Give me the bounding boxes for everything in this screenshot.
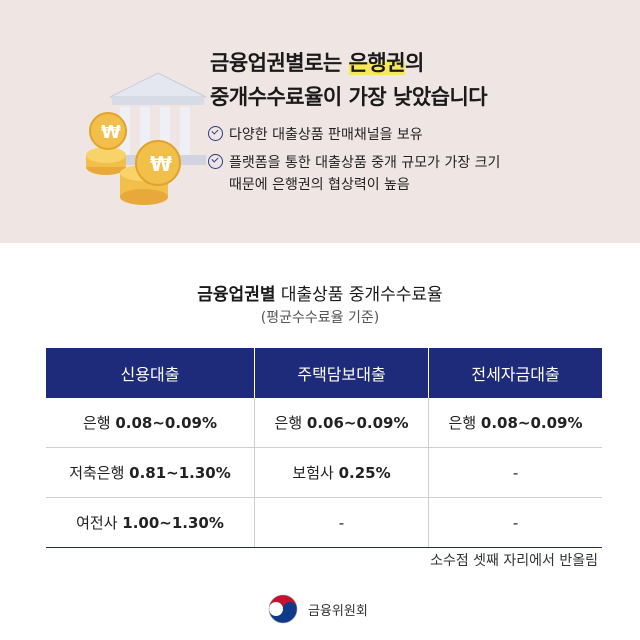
bullet-text: 다양한 대출상품 판매채널을 보유 [229,127,423,143]
table-header-row: 신용대출 주택담보대출 전세자금대출 [46,348,602,398]
fee-rate-table: 신용대출 주택담보대출 전세자금대출 은행 0.08~0.09% 은행 0.06… [46,348,602,548]
bullet-text-continued: 때문에 은행권의 협상력이 높음 [229,177,410,193]
table-row: 여전사 1.00~1.30% - - [46,497,602,548]
check-circle-icon [208,154,223,169]
bullet-text: 플랫폼을 통한 대출상품 중개 규모가 가장 크기 [229,155,501,171]
column-header: 전세자금대출 [428,348,602,398]
table-row: 은행 0.08~0.09% 은행 0.06~0.09% 은행 0.08~0.09… [46,398,602,448]
taegeuk-logo-icon [268,594,298,624]
headline-highlight: 은행권 [348,51,406,75]
table-cell: 저축은행 0.81~1.30% [46,447,255,498]
check-circle-icon [208,126,223,141]
column-header: 주택담보대출 [254,348,430,398]
column-header: 신용대출 [46,348,255,398]
bank-with-won-coins-icon: ₩ ₩ [86,72,207,205]
svg-text:₩: ₩ [150,152,172,176]
table-cell: 은행 0.06~0.09% [254,398,430,448]
table-cell: - [254,497,430,548]
headline-line-1: 금융업권별로는 은행권의 [210,46,487,80]
table-cell: - [428,497,602,548]
footnote: 소수점 셋째 자리에서 반올림 [430,553,598,569]
svg-text:₩: ₩ [101,122,121,143]
headline: 금융업권별로는 은행권의 중개수수료율이 가장 낮았습니다 [210,46,488,114]
bullet-list: 다양한 대출상품 판매채널을 보유 플랫폼을 통한 대출상품 중개 규모가 가장… [208,124,500,202]
bullet-item: 플랫폼을 통한 대출상품 중개 규모가 가장 크기 때문에 은행권의 협상력이 … [208,152,500,196]
table-cell: 은행 0.08~0.09% [428,398,602,448]
table-title-rest: 대출상품 중개수수료율 [275,285,443,305]
table-cell: 보험사 0.25% [254,447,430,498]
table-title-bold: 금융업권별 [197,285,276,305]
fsc-logo: 금융위원회 [266,592,368,626]
headline-text: 금융업권별로는 [210,51,349,75]
table-cell: - [428,447,602,498]
headline-text-end: 의 [405,51,424,75]
bullet-item: 다양한 대출상품 판매채널을 보유 [208,124,500,146]
table-title: 금융업권별 대출상품 중개수수료율 [0,280,640,305]
table-cell: 여전사 1.00~1.30% [46,497,255,548]
table-subtitle: (평균수수료율 기준) [260,310,380,326]
table-cell: 은행 0.08~0.09% [46,398,255,448]
logo-text: 금융위원회 [308,603,368,619]
headline-line-2: 중개수수료율이 가장 낮았습니다 [210,85,488,109]
table-row: 저축은행 0.81~1.30% 보험사 0.25% - [46,447,602,498]
